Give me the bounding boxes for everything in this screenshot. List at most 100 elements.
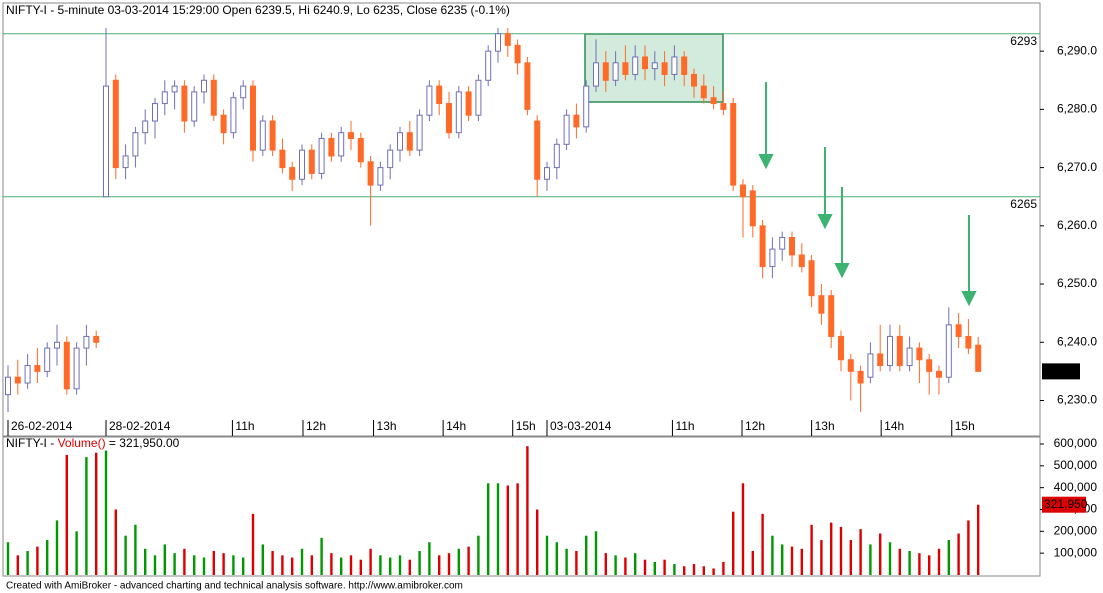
volume-bar xyxy=(614,555,617,575)
candle-body xyxy=(612,62,619,81)
last-volume-box xyxy=(1042,496,1086,513)
volume-tick-label: 100,000 xyxy=(1054,545,1098,559)
volume-bar xyxy=(506,485,509,575)
volume-bar xyxy=(761,513,764,575)
candle-body xyxy=(269,120,276,151)
y-tick-label: 6,260.0 xyxy=(1057,218,1097,232)
volume-bar xyxy=(222,553,225,575)
candle-body xyxy=(465,91,472,116)
volume-bar xyxy=(526,446,529,575)
candle-body xyxy=(318,137,325,174)
candle-body xyxy=(308,149,315,174)
candle-body xyxy=(671,56,678,75)
candle-body xyxy=(573,114,580,128)
volume-bar xyxy=(712,568,715,575)
volume-bar xyxy=(536,509,539,575)
y-tick-label: 6,250.0 xyxy=(1057,276,1097,290)
volume-bar xyxy=(702,566,705,575)
volume-bar xyxy=(163,544,166,575)
x-tick-label: 14h xyxy=(446,419,466,433)
candle-body xyxy=(651,62,658,70)
candle-body xyxy=(377,167,384,186)
volume-bar xyxy=(242,557,245,575)
last-price-label: 6,235 xyxy=(1046,364,1076,378)
volume-bar xyxy=(624,557,627,575)
volume-bar xyxy=(173,553,176,575)
volume-bar xyxy=(800,548,803,575)
candle-body xyxy=(534,120,541,180)
volume-bar xyxy=(212,550,215,575)
candle-body xyxy=(593,62,599,87)
volume-bar xyxy=(193,555,196,575)
last-volume-label: 321,950 xyxy=(1044,497,1088,511)
last-price-box xyxy=(1042,363,1080,380)
candle-body xyxy=(906,347,913,367)
volume-title: NIFTY-I - Volume() = 321,950.00 xyxy=(6,436,180,450)
volume-bar xyxy=(790,546,794,575)
candle-body xyxy=(112,79,119,169)
volume-bar xyxy=(692,564,696,575)
arrow-head xyxy=(834,263,850,279)
candle-body xyxy=(416,114,423,151)
candle-body xyxy=(73,347,80,390)
candle-body xyxy=(730,103,737,186)
volume-bar xyxy=(594,531,598,575)
volume-bar xyxy=(643,559,647,575)
x-tick-label: 11h xyxy=(675,419,694,433)
volume-bar xyxy=(810,524,813,575)
volume-bar xyxy=(6,542,10,575)
candle-body xyxy=(44,347,51,372)
candle-body xyxy=(328,137,335,157)
y-tick-label: 6,270.0 xyxy=(1057,160,1097,174)
candle-body xyxy=(475,79,482,116)
candle-body xyxy=(406,132,413,151)
candle-body xyxy=(642,56,648,70)
candle-body xyxy=(896,335,903,367)
candle-body xyxy=(602,62,609,81)
volume-bar xyxy=(251,513,255,575)
candle-body xyxy=(279,149,286,169)
candle-body xyxy=(857,370,864,384)
candle-body xyxy=(867,353,874,378)
level-label: 6293 xyxy=(1010,34,1037,48)
volume-bar xyxy=(202,557,206,575)
volume-bar xyxy=(300,548,304,575)
volume-bar xyxy=(65,454,68,575)
candle-body xyxy=(514,44,521,64)
volume-bar xyxy=(849,540,852,575)
volume-bar xyxy=(879,533,882,575)
volume-bar xyxy=(124,535,127,575)
x-tick-label: 14h xyxy=(884,419,904,433)
volume-bar xyxy=(575,550,578,575)
candle-body xyxy=(544,167,550,180)
candle-body xyxy=(348,132,354,139)
candle-body xyxy=(740,184,746,198)
candle-body xyxy=(299,149,305,180)
volume-bar xyxy=(153,555,157,575)
volume-bar xyxy=(673,564,676,575)
level-label: 6265 xyxy=(1010,197,1037,211)
candle-body xyxy=(769,248,776,268)
volume-bar xyxy=(261,544,264,575)
volume-bar xyxy=(908,550,911,575)
volume-bar xyxy=(937,548,941,575)
volume-bar xyxy=(751,550,754,575)
candle-body xyxy=(847,359,854,372)
volume-title-part: Volume() xyxy=(58,436,106,450)
volume-bar xyxy=(408,559,411,575)
volume-bar xyxy=(634,553,637,575)
candle-body xyxy=(818,295,825,314)
volume-bar xyxy=(555,542,558,575)
candle-body xyxy=(524,62,531,110)
candle-body xyxy=(661,62,668,75)
candle-body xyxy=(553,143,560,169)
volume-bar xyxy=(232,555,235,575)
candle-body xyxy=(945,324,952,378)
candle-body xyxy=(955,324,962,337)
candle-body xyxy=(436,85,443,105)
volume-bar xyxy=(830,522,833,575)
volume-panel-frame xyxy=(2,436,1041,577)
volume-bar xyxy=(839,526,843,575)
